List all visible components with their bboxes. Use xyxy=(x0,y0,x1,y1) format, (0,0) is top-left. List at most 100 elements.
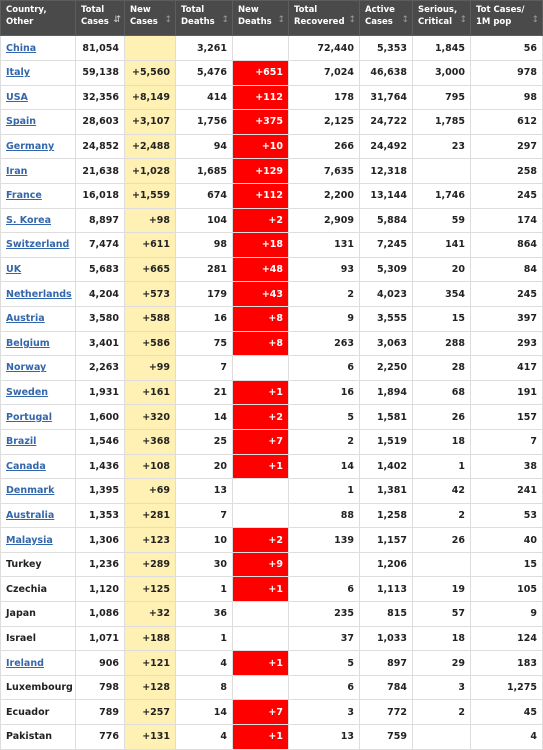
country-name: Pakistan xyxy=(6,731,53,743)
table-row: S. Korea 8,897 +98 104 +2 2,909 5,884 59 174 xyxy=(0,207,543,234)
cell-active-cases: 13,144 xyxy=(359,182,413,209)
cell-total-cases: 1,086 xyxy=(75,601,125,627)
cell-active-cases: 1,581 xyxy=(359,404,413,430)
cell-cases-per-million: 612 xyxy=(470,109,543,135)
country-link[interactable]: China xyxy=(6,42,37,54)
cell-new-deaths: +9 xyxy=(232,551,289,578)
column-header-new-cases[interactable]: New Cases ↕ xyxy=(124,0,176,36)
column-header-label: New Cases xyxy=(130,5,158,27)
country-link[interactable]: Austria xyxy=(6,313,45,325)
cell-total-deaths: 5,476 xyxy=(175,60,233,86)
country-link[interactable]: Australia xyxy=(6,509,55,521)
country-link[interactable]: Switzerland xyxy=(6,239,70,251)
cell-serious-critical: 1,785 xyxy=(412,109,471,135)
cell-total-deaths: 21 xyxy=(175,379,233,406)
sort-arrows-icon[interactable]: ↕ xyxy=(459,15,467,25)
table-row: Iran 21,638 +1,028 1,685 +129 7,635 12,318 258 xyxy=(0,158,543,184)
cell-total-cases: 81,054 xyxy=(75,35,125,61)
cell-new-deaths: +18 xyxy=(232,232,289,258)
column-header-label: Country, Other xyxy=(6,5,47,27)
country-link[interactable]: Portugal xyxy=(6,411,52,423)
cell-active-cases: 1,381 xyxy=(359,478,413,504)
cell-total-deaths: 179 xyxy=(175,281,233,307)
cell-total-cases: 906 xyxy=(75,650,125,676)
sort-arrows-icon[interactable]: ↕ xyxy=(401,15,409,25)
cell-total-recovered: 235 xyxy=(288,601,360,627)
cell-total-deaths: 75 xyxy=(175,330,233,357)
cell-total-cases: 4,204 xyxy=(75,281,125,307)
cell-country: Austria xyxy=(0,305,76,332)
country-link[interactable]: USA xyxy=(6,91,28,103)
cell-country: Denmark xyxy=(0,478,76,504)
cell-serious-critical: 26 xyxy=(412,404,471,430)
column-header-total-cases[interactable]: Total Cases ⇵ xyxy=(75,0,125,36)
cell-total-cases: 3,580 xyxy=(75,305,125,332)
cell-country: Portugal xyxy=(0,404,76,430)
sort-arrows-icon[interactable]: ↕ xyxy=(164,15,172,25)
table-row: Turkey 1,236 +289 30 +9 1,206 15 xyxy=(0,551,543,578)
cell-serious-critical: 28 xyxy=(412,355,471,381)
country-link[interactable]: Spain xyxy=(6,116,37,128)
cell-active-cases: 46,638 xyxy=(359,60,413,86)
cell-new-deaths: +112 xyxy=(232,182,289,209)
column-header-cases-per-million[interactable]: Tot Cases/ 1M pop ↕ xyxy=(470,0,543,36)
cell-new-cases: +586 xyxy=(124,330,176,357)
cell-new-cases: +188 xyxy=(124,625,176,652)
country-name: Japan xyxy=(6,608,36,620)
cell-serious-critical: 3,000 xyxy=(412,60,471,86)
country-link[interactable]: Sweden xyxy=(6,387,49,399)
cell-cases-per-million: 297 xyxy=(470,133,543,160)
country-link[interactable]: Ireland xyxy=(6,657,44,669)
country-link[interactable]: Belgium xyxy=(6,337,50,349)
column-header-label: Total Deaths xyxy=(181,5,215,27)
column-header-total-deaths[interactable]: Total Deaths ↕ xyxy=(175,0,233,36)
cell-new-cases: +2,488 xyxy=(124,133,176,160)
country-link[interactable]: Brazil xyxy=(6,436,37,448)
cell-new-deaths xyxy=(232,601,289,627)
cell-active-cases: 5,353 xyxy=(359,35,413,61)
cell-cases-per-million: 56 xyxy=(470,35,543,61)
cell-country: S. Korea xyxy=(0,207,76,234)
cell-active-cases: 1,206 xyxy=(359,551,413,578)
cell-cases-per-million: 4 xyxy=(470,724,543,750)
cell-total-cases: 8,897 xyxy=(75,207,125,234)
cell-total-recovered: 2,909 xyxy=(288,207,360,234)
cell-cases-per-million: 978 xyxy=(470,60,543,86)
country-link[interactable]: Iran xyxy=(6,165,28,177)
cell-new-deaths: +7 xyxy=(232,428,289,455)
cell-country: Italy xyxy=(0,60,76,86)
sort-arrows-icon[interactable]: ⇵ xyxy=(113,15,121,25)
column-header-serious-critical[interactable]: Serious, Critical ↕ xyxy=(412,0,471,36)
country-link[interactable]: Denmark xyxy=(6,485,55,497)
sort-arrows-icon[interactable]: ↕ xyxy=(348,15,356,25)
country-link[interactable]: Italy xyxy=(6,67,30,79)
country-link[interactable]: France xyxy=(6,190,42,202)
country-link[interactable]: Germany xyxy=(6,141,55,153)
cell-new-deaths: +43 xyxy=(232,281,289,307)
cell-total-deaths: 98 xyxy=(175,232,233,258)
cell-active-cases: 4,023 xyxy=(359,281,413,307)
cell-country: Luxembourg xyxy=(0,674,76,701)
sort-arrows-icon[interactable]: ↕ xyxy=(277,15,285,25)
column-header-total-recovered[interactable]: Total Recovered ↕ xyxy=(288,0,360,36)
sort-arrows-icon[interactable]: ↕ xyxy=(531,15,539,25)
cell-total-recovered: 263 xyxy=(288,330,360,357)
table-row: Sweden 1,931 +161 21 +1 16 1,894 68 191 xyxy=(0,379,543,406)
country-link[interactable]: Canada xyxy=(6,460,46,472)
table-row: Brazil 1,546 +368 25 +7 2 1,519 18 7 xyxy=(0,428,543,455)
table-row: Luxembourg 798 +128 8 6 784 3 1,275 xyxy=(0,674,543,701)
column-header-new-deaths[interactable]: New Deaths ↕ xyxy=(232,0,289,36)
cell-serious-critical: 20 xyxy=(412,256,471,283)
country-link[interactable]: Malaysia xyxy=(6,534,53,546)
cell-total-deaths: 20 xyxy=(175,453,233,480)
country-link[interactable]: Netherlands xyxy=(6,288,72,300)
cell-serious-critical: 57 xyxy=(412,601,471,627)
country-link[interactable]: Norway xyxy=(6,362,47,374)
sort-arrows-icon[interactable]: ↕ xyxy=(221,15,229,25)
column-header-active-cases[interactable]: Active Cases ↕ xyxy=(359,0,413,36)
country-link[interactable]: UK xyxy=(6,264,22,276)
country-link[interactable]: S. Korea xyxy=(6,214,52,226)
cell-cases-per-million: 98 xyxy=(470,84,543,111)
cell-cases-per-million: 105 xyxy=(470,576,543,603)
